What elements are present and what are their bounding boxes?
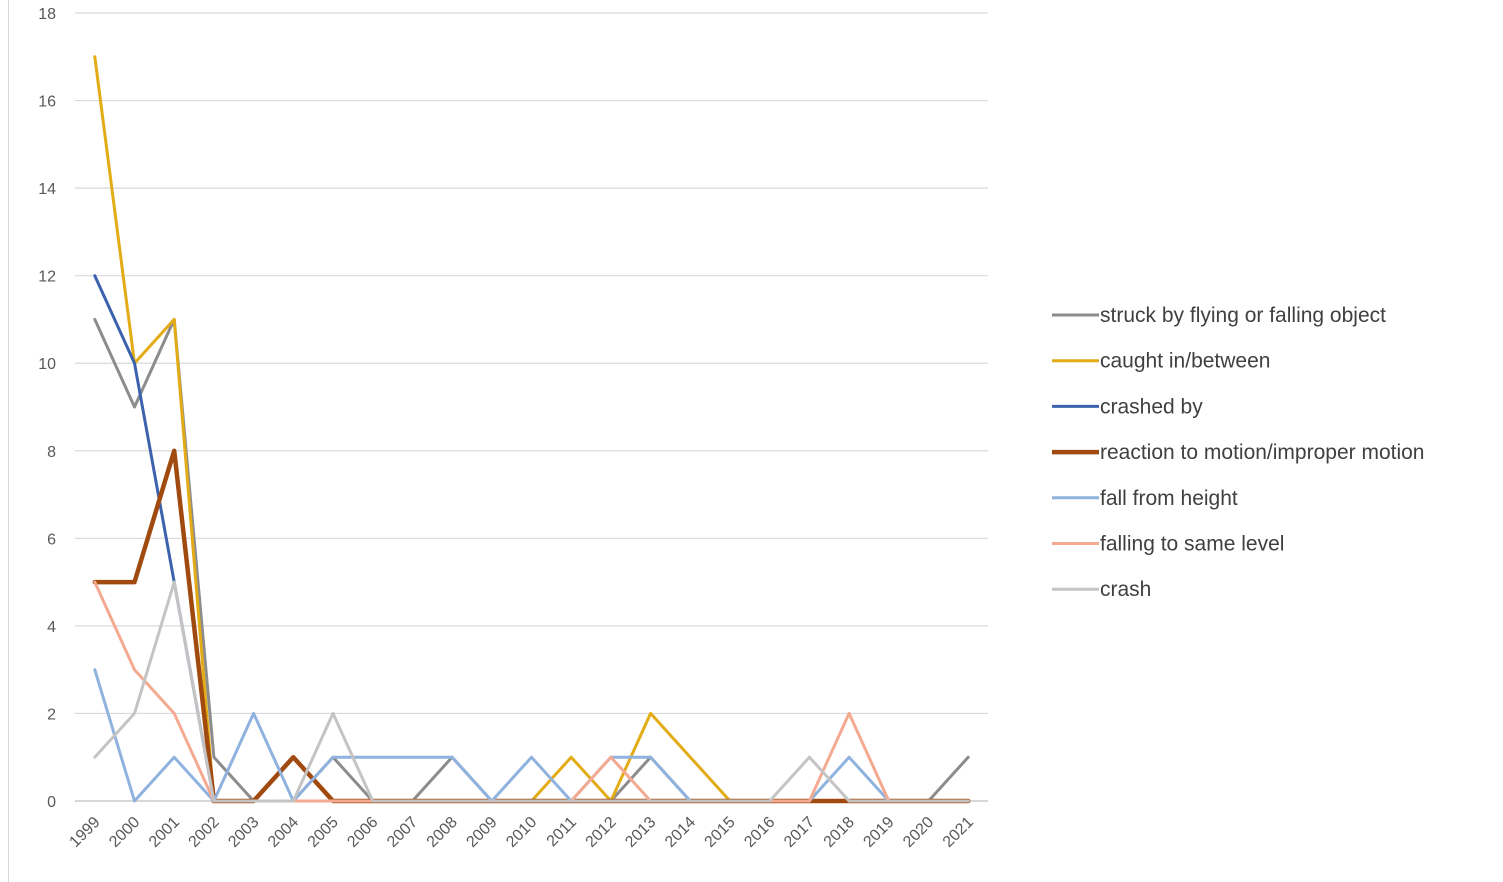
series-line-4 [93,668,970,803]
x-axis-ticks: 1999 2000 2001 2002 2003 2004 2005 2006 2007 2008… [66,814,977,851]
legend-item: reaction to motion/improper motion [1052,441,1425,464]
y-tick-label: 8 [47,444,56,461]
series-line-1 [93,55,970,803]
y-tick-label: 0 [47,794,56,811]
x-tick-label: 2001 [146,814,183,851]
legend-item: falling to same level [1052,533,1284,556]
y-tick-label: 2 [47,706,56,723]
x-tick-label: 2006 [344,814,381,851]
y-axis-ticks: 0 2 4 6 8 10 12 14 16 18 [38,6,56,811]
legend-label: struck by flying or falling object [1100,304,1386,327]
gridlines [75,12,988,802]
legend-label: fall from height [1100,487,1238,510]
legend-label: reaction to motion/improper motion [1100,441,1425,464]
chart-frame-edge [8,0,9,882]
x-tick-label: 2007 [384,814,421,851]
x-tick-label: 2017 [781,814,818,851]
legend-item: caught in/between [1052,350,1270,373]
y-tick-label: 12 [38,269,56,286]
x-tick-label: 2011 [544,814,580,850]
legend-label: crashed by [1100,395,1203,418]
series-line-0 [93,317,970,803]
legend-item: crashed by [1052,395,1203,418]
y-tick-label: 14 [38,181,56,198]
x-tick-label: 2014 [662,814,699,851]
x-tick-label: 2021 [940,814,977,851]
legend-label: crash [1100,578,1151,601]
x-tick-label: 2009 [463,814,500,851]
legend: struck by flying or falling object caught… [1052,304,1425,601]
legend-label: caught in/between [1100,350,1270,373]
y-tick-label: 6 [47,531,56,548]
series-lines [92,55,971,804]
x-tick-label: 2004 [265,814,302,851]
legend-item: crash [1052,578,1151,601]
x-tick-label: 2012 [583,814,620,851]
x-tick-label: 2008 [424,814,461,851]
y-tick-label: 10 [38,356,56,373]
x-tick-label: 2005 [305,814,342,851]
x-tick-label: 2003 [225,814,262,851]
x-tick-label: 2016 [741,814,778,851]
legend-item: struck by flying or falling object [1052,304,1386,327]
x-tick-label: 2020 [900,814,937,851]
x-tick-label: 2019 [860,814,897,851]
x-tick-label: 2010 [503,814,540,851]
y-tick-label: 4 [47,619,56,636]
y-tick-label: 16 [38,94,56,111]
x-tick-label: 2002 [186,814,223,851]
series-line-6 [93,580,970,803]
x-tick-label: 2018 [821,814,858,851]
y-tick-label: 18 [38,6,56,23]
x-tick-label: 2015 [702,814,739,851]
legend-label: falling to same level [1100,533,1284,556]
legend-item: fall from height [1052,487,1238,510]
x-tick-label: 1999 [66,814,103,851]
x-tick-label: 2013 [622,814,659,851]
x-tick-label: 2000 [106,814,143,851]
